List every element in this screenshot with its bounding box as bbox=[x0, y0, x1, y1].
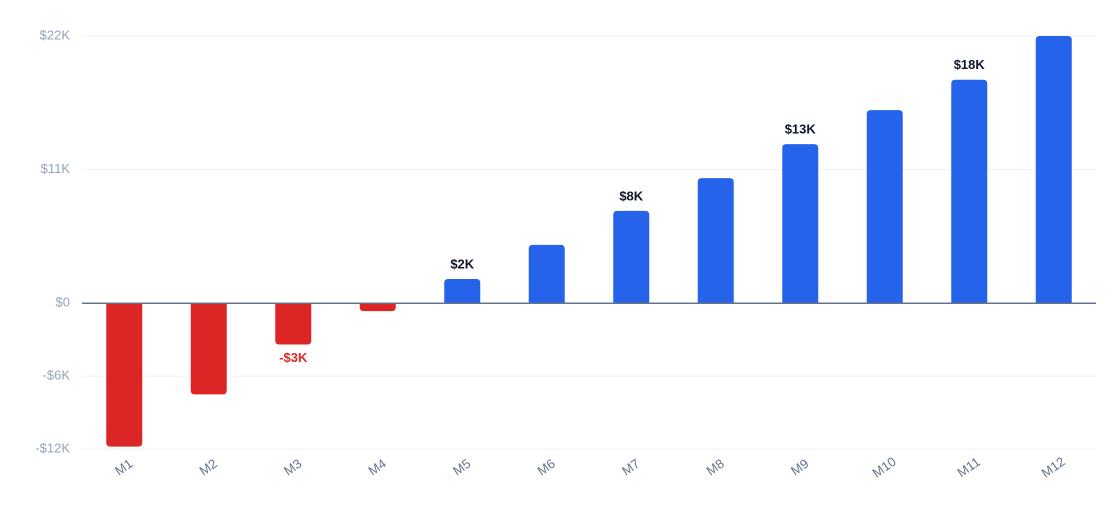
x-tick-label: M10 bbox=[869, 454, 898, 481]
bar bbox=[613, 210, 650, 304]
x-tick-label: M1 bbox=[112, 456, 135, 479]
bar bbox=[359, 303, 396, 312]
bar bbox=[697, 178, 734, 304]
bar bbox=[106, 303, 143, 447]
value-label: $18K bbox=[954, 57, 986, 72]
x-tick-label: M8 bbox=[703, 456, 726, 479]
value-label: $2K bbox=[450, 256, 474, 271]
bar bbox=[866, 110, 903, 304]
y-tick-label: $22K bbox=[40, 27, 71, 42]
y-tick-label: -$6K bbox=[43, 368, 71, 383]
value-label: -$12K bbox=[107, 430, 143, 445]
bar bbox=[528, 244, 565, 304]
y-tick-label: -$12K bbox=[35, 440, 70, 455]
bar bbox=[275, 303, 312, 345]
value-label: $13K bbox=[785, 122, 817, 137]
y-tick-label: $11K bbox=[41, 161, 71, 176]
bar bbox=[1035, 36, 1072, 304]
bar bbox=[190, 303, 227, 395]
value-label: $8K bbox=[619, 188, 643, 203]
x-tick-label: M4 bbox=[365, 456, 388, 479]
x-tick-label: M7 bbox=[619, 456, 642, 479]
x-tick-label: M12 bbox=[1038, 454, 1067, 481]
x-tick-label: M3 bbox=[281, 456, 304, 479]
x-tick-label: M9 bbox=[788, 456, 811, 479]
x-tick-label: M5 bbox=[450, 456, 473, 479]
bar bbox=[951, 79, 988, 304]
x-tick-label: M11 bbox=[954, 454, 983, 480]
bar bbox=[782, 144, 819, 304]
x-tick-label: M6 bbox=[534, 456, 557, 479]
y-tick-label: $0 bbox=[56, 295, 70, 310]
bar bbox=[444, 278, 481, 304]
value-label: -$3K bbox=[279, 350, 308, 365]
x-tick-label: M2 bbox=[196, 456, 219, 479]
